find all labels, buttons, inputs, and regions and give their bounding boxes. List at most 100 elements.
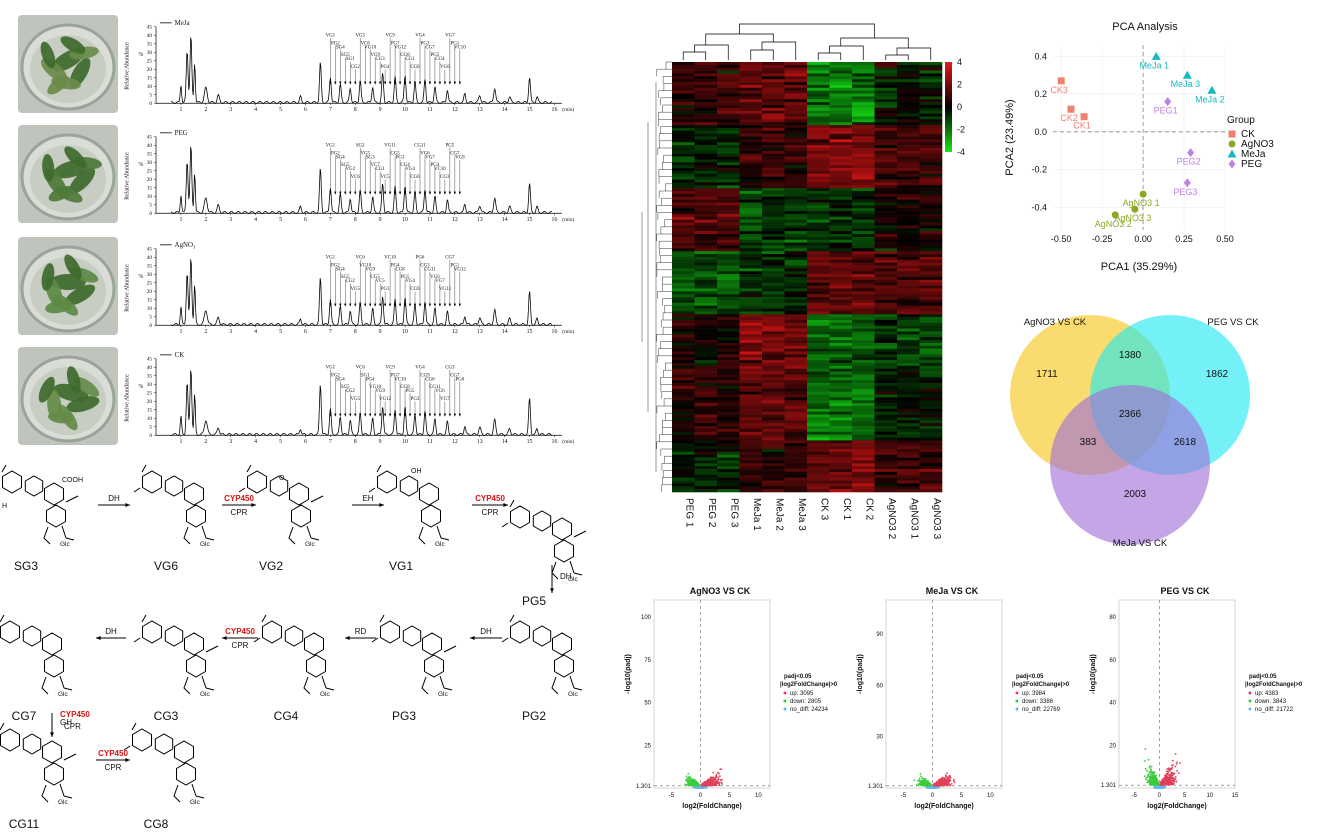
heatmap-cell xyxy=(762,107,785,112)
peak-arrowhead xyxy=(413,81,417,85)
legend-label: PEG xyxy=(1241,159,1262,170)
heatmap-cell xyxy=(807,168,830,172)
heatmap-cell xyxy=(874,168,898,172)
peak-arrowhead xyxy=(458,303,462,307)
heatmap-cell xyxy=(829,374,853,378)
heatmap-cell xyxy=(762,222,785,226)
heatmap-cell xyxy=(919,205,943,209)
heatmap-cell xyxy=(807,480,830,484)
peak-arrowhead xyxy=(344,191,347,195)
peak-label: PG3 xyxy=(411,397,420,402)
heatmap-cell xyxy=(919,265,943,269)
peak-label: VG10 xyxy=(369,385,382,390)
down-point xyxy=(922,778,925,781)
heatmap-cell xyxy=(807,216,830,220)
heatmap-cell xyxy=(919,377,943,381)
heatmap-cell xyxy=(829,291,853,295)
heatmap-cell xyxy=(829,199,853,203)
heatmap-cell xyxy=(672,208,695,212)
heatmap-cell xyxy=(919,277,943,281)
heatmap-cell xyxy=(784,408,808,413)
peak-arrowhead xyxy=(413,413,417,417)
heatmap-cell xyxy=(874,228,898,232)
heatmap: PEG 1 PEG 2 PEG 3 MeJa 1 MeJa 2 MeJa 3 CK 3 CK … xyxy=(641,23,965,540)
heatmap-cell xyxy=(829,443,853,447)
heatmap-cell xyxy=(739,205,763,209)
peak-label: VC6 xyxy=(356,366,366,371)
heatmap-cell xyxy=(919,105,943,109)
heatmap-cell xyxy=(807,87,830,91)
vinyl-bond xyxy=(551,676,559,695)
heatmap-cell xyxy=(829,434,853,438)
heatmap-cell xyxy=(874,122,898,126)
heatmap-cell xyxy=(807,262,830,266)
heatmap-cell xyxy=(919,328,943,332)
heatmap-cell xyxy=(829,440,853,444)
heatmap-cell xyxy=(919,231,943,235)
heatmap-cell xyxy=(784,446,808,450)
heatmap-cell xyxy=(717,285,740,289)
heatmap-cell xyxy=(829,67,853,71)
heatmap-cell xyxy=(919,368,943,372)
heatmap-cell xyxy=(717,437,740,441)
heatmap-cell xyxy=(784,383,808,387)
heatmap-cell xyxy=(784,99,808,103)
heatmap-cell xyxy=(897,354,920,358)
heatmap-cell xyxy=(807,176,830,180)
heatmap-cell xyxy=(874,271,898,275)
heatmap-cell xyxy=(874,317,898,321)
heatmap-cell xyxy=(874,414,898,418)
heatmap-cell xyxy=(852,334,875,338)
heatmap-cell xyxy=(694,428,718,433)
heatmap-cell xyxy=(672,79,695,83)
heatmap-cell xyxy=(717,294,740,298)
heatmap-cell xyxy=(874,150,898,155)
heatmap-cell xyxy=(717,116,740,120)
heatmap-cell xyxy=(852,122,875,126)
heatmap-cell xyxy=(694,408,718,413)
heatmap-cell xyxy=(784,127,808,132)
biosynthetic-pathway: SG3GlcVG6GlcVG2GlcVG1GlcPG5GlcPG2GlcPG3G… xyxy=(0,464,587,831)
up-point xyxy=(719,779,722,781)
cofactor-label: CPR xyxy=(64,722,81,731)
heatmap-cell xyxy=(919,383,943,387)
heatmap-cell xyxy=(762,357,785,361)
heatmap-cell xyxy=(717,130,740,134)
peak-arrowhead xyxy=(369,191,372,195)
heatmap-cell xyxy=(829,93,853,97)
heatmap-cell xyxy=(874,148,898,152)
heatmap-cell xyxy=(672,168,695,172)
points-up xyxy=(700,768,723,787)
heatmap-cell xyxy=(852,90,875,94)
heatmap-cell xyxy=(672,159,695,163)
point-label: MeJa 3 xyxy=(1171,79,1201,89)
heatmap-cell xyxy=(807,242,830,246)
heatmap-cell xyxy=(762,340,785,344)
heatmap-cell xyxy=(717,139,740,143)
down-point xyxy=(688,781,691,784)
down-point xyxy=(920,781,923,784)
heatmap-cell xyxy=(897,62,920,66)
heatmap-cell xyxy=(852,168,875,172)
dendro-branch xyxy=(660,384,672,392)
peak-label: PG1 xyxy=(450,41,459,46)
heatmap-cell xyxy=(852,282,875,286)
heatmap-cell xyxy=(784,297,808,301)
heatmap-cell xyxy=(784,159,808,163)
heatmap-cell xyxy=(694,317,718,321)
column-label: AgNO3 1 xyxy=(908,498,919,540)
heatmap-cell xyxy=(897,182,920,186)
heatmap-cell xyxy=(897,122,920,126)
heatmap-cell xyxy=(672,294,695,298)
peak-label: VG10 xyxy=(364,45,377,50)
heatmap-cell xyxy=(784,363,808,367)
peak-arrowhead xyxy=(418,191,422,195)
heatmap-cell xyxy=(694,489,718,493)
heatmap-cell xyxy=(852,116,875,120)
down-point xyxy=(686,779,689,782)
heatmap-cell xyxy=(694,254,718,258)
heatmap-cell xyxy=(919,185,943,189)
heatmap-cell xyxy=(897,377,920,381)
heatmap-cell xyxy=(672,93,695,97)
heatmap-cell xyxy=(739,274,763,278)
